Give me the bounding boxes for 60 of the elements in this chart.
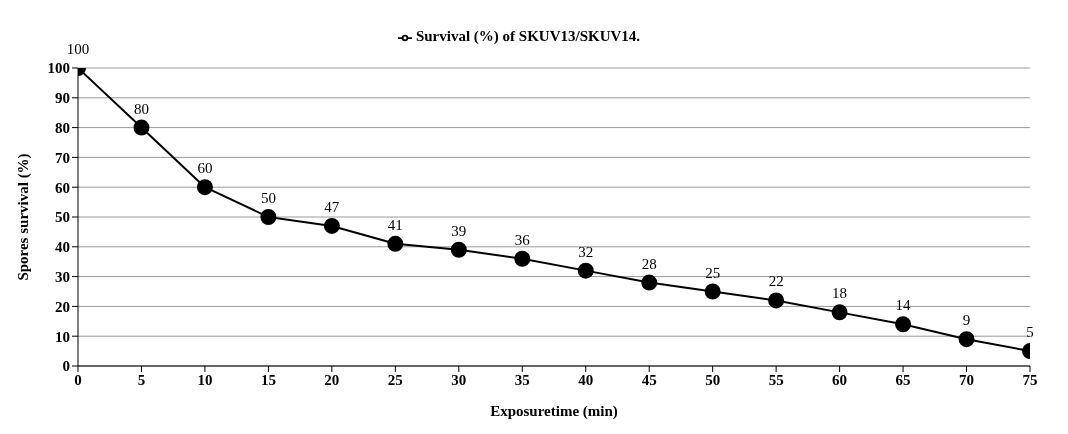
y-tick-label: 70: [55, 149, 70, 166]
y-tick-label: 40: [55, 239, 70, 256]
data-label: 80: [133, 100, 149, 117]
data-label: 32: [578, 243, 594, 260]
y-tick-label: 0: [62, 358, 70, 375]
y-tick-label: 100: [47, 60, 70, 77]
x-tick-label: 40: [578, 371, 594, 388]
y-tick-label: 80: [55, 119, 70, 136]
data-label: 28: [641, 255, 657, 272]
x-tick-label: 65: [895, 371, 911, 388]
y-tick-label: 30: [55, 268, 70, 285]
point: [133, 119, 150, 136]
data-label: 9: [962, 312, 971, 329]
point: [450, 241, 467, 258]
data-label: 41: [387, 216, 403, 233]
x-tick-label: 0: [74, 371, 82, 388]
x-tick-label: 70: [959, 371, 975, 388]
x-tick-label: 35: [514, 371, 530, 388]
x-tick-label: 55: [768, 371, 784, 388]
x-tick-label: 30: [451, 371, 467, 388]
x-tick-label: 45: [641, 371, 657, 388]
x-tick-label: 75: [1022, 371, 1038, 388]
x-axis-title: Exposuretime (min): [490, 403, 618, 420]
x-tick-label: 60: [832, 371, 848, 388]
point: [514, 250, 531, 267]
data-label: 25: [705, 264, 721, 281]
y-axis-title: Spores survival (%): [15, 153, 33, 281]
data-label: 14: [895, 297, 912, 314]
x-tick-label: 5: [137, 371, 146, 388]
point: [831, 304, 848, 321]
y-tick-label: 50: [55, 209, 70, 226]
data-label: 50: [260, 190, 276, 206]
data-label: 39: [451, 222, 467, 239]
x-tick-label: 10: [197, 371, 213, 388]
data-label: 100: [66, 41, 90, 57]
x-tick-label: 50: [705, 371, 721, 388]
y-tick-label: 90: [55, 90, 70, 107]
legend-label: Survival (%) of SKUV13/SKUV14.: [415, 28, 641, 44]
y-tick-label: 10: [55, 328, 70, 345]
data-label: 18: [832, 285, 848, 302]
x-tick-label: 20: [324, 371, 340, 388]
data-label: 47: [324, 198, 340, 215]
x-tick-label: 25: [387, 371, 403, 388]
data-label: 22: [768, 273, 784, 290]
point: [895, 316, 912, 333]
point: [196, 179, 213, 196]
point: [641, 274, 658, 291]
x-tick-label: 15: [260, 371, 276, 388]
y-tick-label: 60: [55, 179, 70, 196]
data-label: 36: [514, 231, 531, 248]
data-label: 5: [1026, 324, 1034, 341]
point: [577, 262, 594, 279]
point: [323, 217, 340, 234]
point: [387, 235, 404, 252]
point: [958, 331, 975, 348]
y-tick-label: 20: [55, 298, 70, 315]
point: [768, 292, 785, 309]
point: [704, 283, 721, 300]
point: [260, 209, 277, 225]
data-label: 60: [197, 160, 213, 177]
